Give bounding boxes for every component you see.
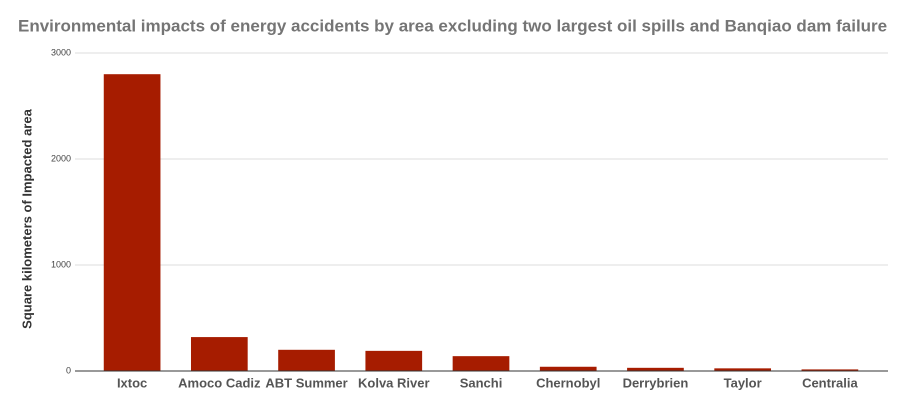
x-tick-label: Sanchi bbox=[460, 375, 503, 390]
bar bbox=[452, 356, 510, 371]
x-tick-label: Derrybrien bbox=[623, 375, 689, 390]
chart-title: Environmental impacts of energy accident… bbox=[18, 16, 887, 35]
bar bbox=[801, 369, 859, 371]
x-tick-label: Kolva River bbox=[358, 375, 430, 390]
x-tick-label: Centralia bbox=[802, 375, 858, 390]
x-tick-label: ABT Summer bbox=[265, 375, 347, 390]
y-tick-label: 3000 bbox=[51, 47, 71, 57]
y-tick-label: 1000 bbox=[51, 259, 71, 269]
bar bbox=[539, 366, 597, 371]
bar bbox=[365, 350, 423, 371]
y-tick-label: 0 bbox=[66, 365, 71, 375]
bar bbox=[103, 74, 161, 371]
x-tick-label: Ixtoc bbox=[117, 375, 147, 390]
bar bbox=[714, 368, 772, 371]
x-tick-label: Taylor bbox=[724, 375, 762, 390]
bar bbox=[627, 367, 684, 371]
y-axis-label: Square kilometers of Impacted area bbox=[19, 108, 34, 328]
x-tick-label: Amoco Cadiz bbox=[178, 375, 261, 390]
bar bbox=[190, 337, 248, 371]
y-tick-label: 2000 bbox=[51, 153, 71, 163]
bar bbox=[278, 349, 335, 371]
x-tick-label: Chernobyl bbox=[536, 375, 600, 390]
